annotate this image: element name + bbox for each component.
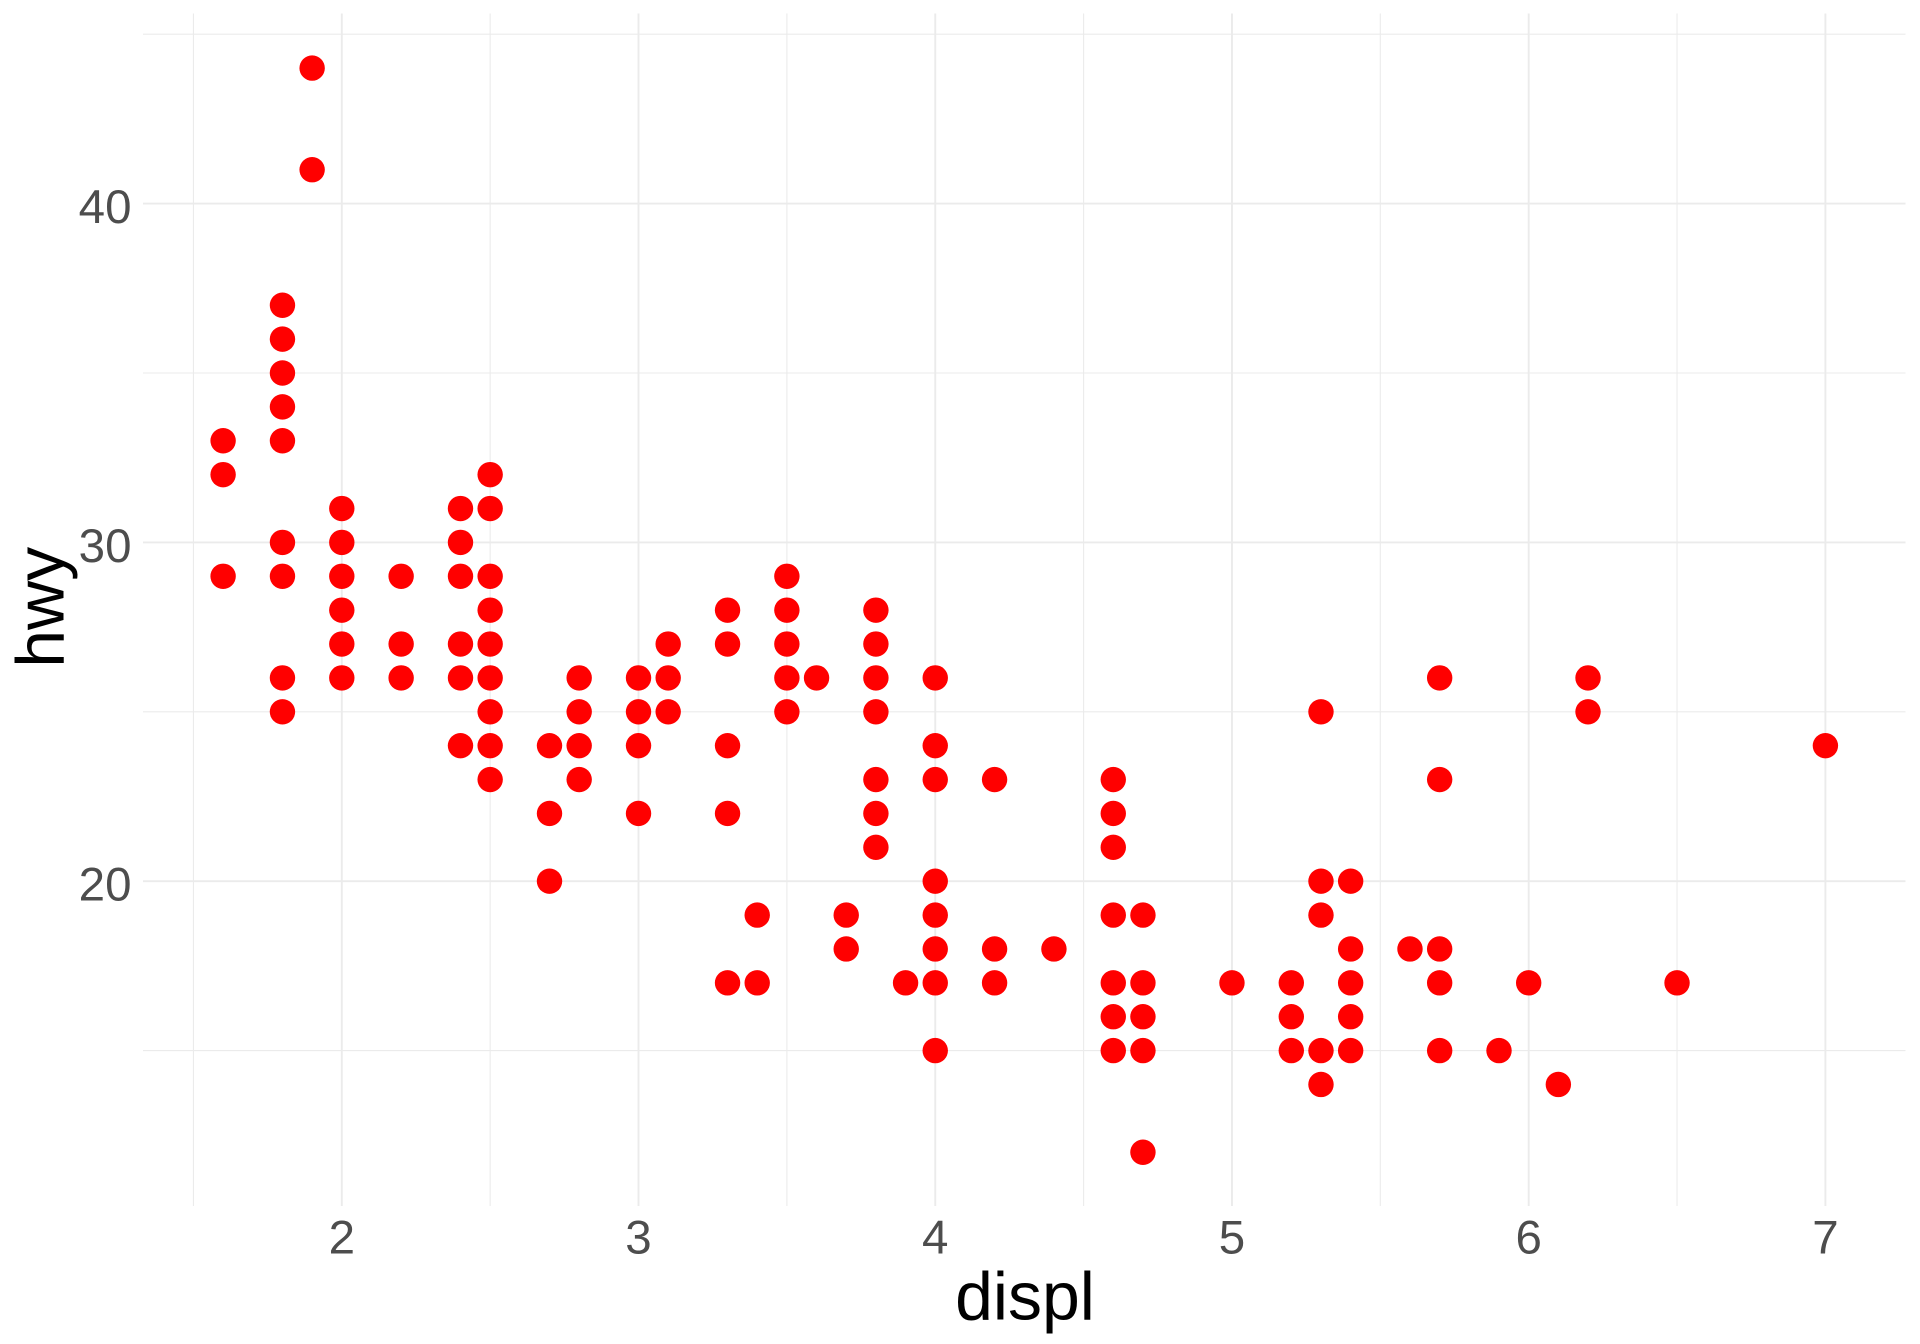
svg-text:4: 4 (922, 1212, 948, 1265)
svg-text:2: 2 (329, 1212, 355, 1265)
svg-text:20: 20 (79, 859, 132, 912)
svg-text:3: 3 (625, 1212, 651, 1265)
svg-text:displ: displ (955, 1259, 1095, 1335)
svg-text:5: 5 (1219, 1212, 1245, 1265)
svg-text:40: 40 (79, 181, 132, 234)
svg-text:30: 30 (79, 520, 132, 573)
svg-text:7: 7 (1812, 1212, 1838, 1265)
svg-text:6: 6 (1515, 1212, 1541, 1265)
svg-text:hwy: hwy (3, 547, 79, 668)
